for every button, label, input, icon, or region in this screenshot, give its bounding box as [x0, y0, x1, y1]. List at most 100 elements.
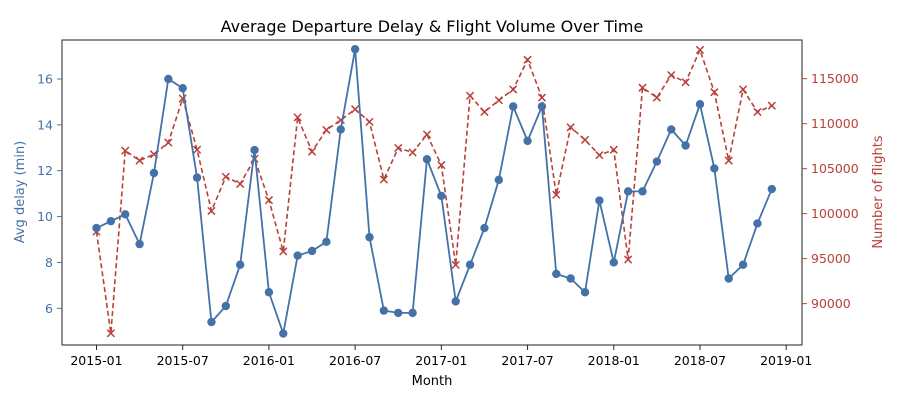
flights-series-line — [95, 47, 773, 334]
flights-point — [192, 145, 202, 154]
flights-point — [537, 93, 547, 102]
delay-point — [480, 223, 489, 233]
delay-point — [753, 219, 762, 228]
flights-point — [681, 78, 690, 87]
flights-point — [236, 179, 245, 189]
x-tick-label: 2017-07 — [501, 353, 553, 368]
flights-point — [207, 206, 216, 216]
delay-point — [681, 141, 690, 150]
delay-point — [437, 191, 446, 201]
delay-point — [178, 83, 187, 93]
flights-point — [307, 147, 317, 156]
delay-point — [508, 102, 518, 111]
flights-point — [121, 146, 130, 155]
flights-point — [437, 160, 446, 170]
flights-point — [422, 130, 432, 139]
flights-point — [580, 135, 590, 144]
x-tick-label: 2016-07 — [329, 353, 381, 368]
delay-point — [365, 233, 374, 242]
flights-point — [638, 83, 647, 92]
flights-point — [523, 55, 532, 64]
flights-point — [379, 175, 388, 184]
flights-point — [135, 156, 144, 165]
delay-point — [408, 308, 417, 318]
delay-point — [250, 145, 259, 155]
x-tick-label: 2016-01 — [243, 353, 295, 368]
delay-point — [322, 237, 331, 247]
delay-point — [221, 301, 231, 311]
delay-point — [451, 297, 460, 306]
flights-point — [595, 151, 604, 160]
flights-point — [695, 45, 705, 55]
delay-point — [580, 288, 590, 297]
x-tick-label: 2018-07 — [674, 353, 726, 368]
x-axis-ticks: 2015-01 2015-07 2016-01 2016-07 2017-01 2017-… — [70, 345, 812, 368]
delay-point — [279, 329, 288, 338]
delay-point — [667, 125, 676, 134]
flights-point — [710, 88, 719, 97]
left-tick-label: 6 — [45, 301, 53, 316]
flights-point — [767, 101, 776, 110]
delay-point — [623, 187, 633, 196]
x-tick-label: 2015-01 — [70, 353, 122, 368]
chart-title: Average Departure Delay & Flight Volume … — [221, 17, 644, 36]
delay-point — [207, 317, 216, 327]
delay-point — [552, 269, 561, 279]
flights-point — [293, 113, 302, 122]
delay-point — [336, 125, 345, 134]
flights-point — [394, 143, 403, 153]
series-layer — [92, 44, 777, 338]
left-tick-label: 8 — [45, 255, 53, 270]
flights-point — [350, 105, 360, 114]
delay-point — [164, 74, 173, 84]
right-tick-label: 100000 — [811, 206, 859, 221]
flights-point — [164, 138, 173, 147]
flights-point — [566, 123, 575, 132]
flights-point — [451, 260, 460, 270]
flights-point — [264, 196, 274, 205]
flights-point — [480, 107, 489, 117]
delay-point — [264, 288, 274, 297]
left-axis-label: Avg delay (min) — [13, 141, 28, 244]
flights-point — [322, 125, 331, 135]
x-tick-label: 2018-01 — [588, 353, 640, 368]
delay-point — [293, 251, 302, 260]
delay-point — [394, 308, 403, 318]
flights-point — [552, 190, 561, 199]
right-tick-label: 95000 — [811, 251, 851, 266]
left-tick-label: 10 — [37, 209, 53, 224]
delay-point — [738, 260, 748, 269]
delay-point — [92, 223, 101, 233]
delay-point — [710, 164, 719, 173]
flights-point — [509, 85, 518, 94]
delay-point — [724, 274, 733, 283]
left-tick-label: 14 — [37, 117, 53, 132]
left-axis-ticks: 6 8 10 12 14 16 — [37, 71, 62, 316]
flights-point — [465, 91, 475, 100]
right-tick-label: 115000 — [811, 71, 859, 86]
delay-point — [767, 184, 777, 194]
x-axis-label: Month — [412, 374, 453, 389]
right-tick-label: 90000 — [811, 296, 851, 311]
flights-point — [624, 255, 633, 264]
x-tick-label: 2019-01 — [760, 353, 812, 368]
cutoff-text: ˙ ˙ ˙ — [6, 0, 27, 3]
delay-point — [307, 246, 317, 256]
left-tick-label: 12 — [37, 163, 53, 178]
flights-point — [279, 247, 288, 256]
delay-point — [695, 100, 705, 109]
flights-point — [724, 156, 733, 165]
delay-point — [422, 155, 432, 164]
cutoff-text-strip: ˙ ˙ ˙ — [0, 0, 904, 6]
delay-point — [192, 173, 202, 182]
delay-point — [494, 175, 504, 185]
x-tick-label: 2015-07 — [157, 353, 209, 368]
flights-point — [408, 148, 417, 157]
delay-point — [609, 258, 618, 267]
delay-point — [350, 44, 360, 54]
delay-point — [106, 216, 116, 226]
right-tick-label: 105000 — [811, 161, 859, 176]
flights-point — [753, 107, 762, 117]
delay-point — [638, 187, 647, 196]
